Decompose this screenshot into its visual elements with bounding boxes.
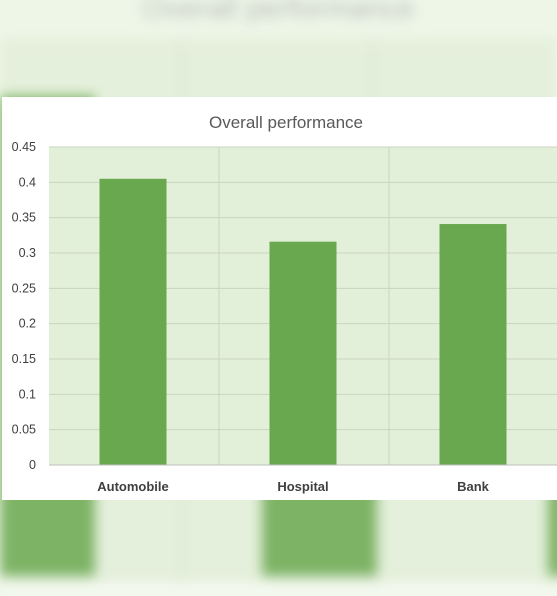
backdrop-title: Overall performance: [142, 0, 415, 25]
y-tick-label: 0.15: [12, 352, 36, 366]
chart-card: Overall performance 0 0.05 0.1 0.15 0.2 0.25 0…: [2, 97, 557, 500]
y-tick-label: 0.4: [19, 175, 36, 189]
y-tick-label: 0.25: [12, 281, 36, 295]
x-category-label: Bank: [457, 479, 490, 494]
chart-title: Overall performance: [209, 113, 363, 132]
y-tick-label: 0.35: [12, 211, 36, 225]
bar-chart: Overall performance 0 0.05 0.1 0.15 0.2 0.25 0…: [12, 113, 557, 494]
bar-hospital: [269, 241, 337, 465]
backdrop-bar: [548, 480, 557, 576]
y-tick-label: 0: [29, 458, 36, 472]
y-tick-label: 0.05: [12, 423, 36, 437]
backdrop-bottom-strip: [0, 583, 557, 596]
y-tick-label: 0.45: [12, 140, 36, 154]
y-tick-label: 0.3: [19, 246, 36, 260]
bar-bank: [439, 224, 507, 465]
x-category-label: Hospital: [277, 479, 328, 494]
y-tick-label: 0.2: [19, 317, 36, 331]
bar-automobile: [99, 178, 167, 466]
x-category-label: Automobile: [97, 479, 169, 494]
y-tick-label: 0.1: [19, 387, 36, 401]
